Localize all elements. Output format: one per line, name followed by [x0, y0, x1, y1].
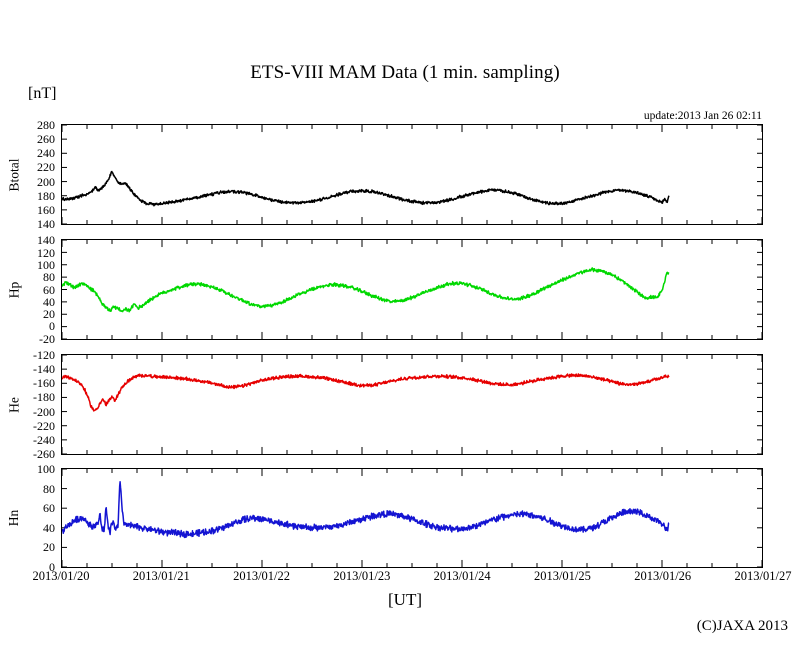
x-tick-label: 2013/01/23: [333, 569, 391, 583]
y-tick-label: 180: [37, 188, 55, 203]
y-tick-labels-he: -260 -240 -220 -200 -180 -160 -140 -120: [19, 349, 55, 459]
y-axis-label-btotal: Btotal: [6, 158, 21, 191]
x-axis-title: [UT]: [388, 590, 422, 609]
copyright-notice: (C)JAXA 2013: [696, 618, 788, 634]
y-tick-label: 0: [49, 319, 55, 334]
x-tick-label: 2013/01/26: [634, 569, 692, 583]
y-tick-label: 140: [37, 216, 55, 231]
y-axis-label-he: He: [6, 396, 21, 413]
y-tick-label: 60: [43, 501, 55, 516]
plot-panel-he: [61, 354, 763, 455]
plot-panel-hn: [61, 468, 763, 568]
y-tick-label: -180: [33, 390, 55, 405]
y-tick-label: 80: [43, 481, 55, 496]
y-tick-label: 120: [37, 245, 55, 260]
y-tick-labels-hn: 0 20 40 60 80 100: [19, 463, 55, 572]
y-axis-label-hn: Hn: [6, 509, 21, 527]
y-tick-label: 60: [43, 282, 55, 297]
data-trace-btotal: [62, 172, 669, 206]
y-tick-label: -260: [33, 446, 55, 461]
x-tick-label: 2013/01/21: [132, 569, 190, 583]
y-tick-label: -120: [33, 348, 55, 363]
y-tick-label: 240: [37, 146, 55, 161]
y-tick-label: -220: [33, 418, 55, 433]
y-tick-label: -240: [33, 432, 55, 447]
y-tick-label: 260: [37, 132, 55, 147]
data-trace-hn: [62, 482, 669, 538]
y-tick-label: 20: [43, 540, 55, 555]
y-tick-label: 40: [43, 294, 55, 309]
y-tick-label: 20: [43, 307, 55, 322]
data-trace-he: [62, 374, 669, 411]
y-tick-label: -160: [33, 376, 55, 391]
y-tick-label: 100: [37, 462, 55, 477]
update-timestamp: update:2013 Jan 26 02:11: [643, 110, 762, 122]
y-tick-label: 40: [43, 520, 55, 535]
y-tick-label: 220: [37, 160, 55, 175]
x-tick-label: 2013/01/27: [734, 569, 792, 583]
y-tick-label: 140: [37, 233, 55, 248]
y-tick-label: 160: [37, 202, 55, 217]
y-tick-label: 100: [37, 257, 55, 272]
y-tick-label: -20: [39, 331, 55, 346]
y-tick-label: 80: [43, 270, 55, 285]
y-tick-label: -200: [33, 404, 55, 419]
x-tick-label: 2013/01/20: [32, 569, 90, 583]
y-tick-label: 0: [49, 559, 55, 574]
plot-panel-btotal: [61, 124, 763, 225]
y-tick-label: -140: [33, 362, 55, 377]
y-tick-label: 280: [37, 118, 55, 133]
y-axis-label-hp: Hp: [6, 281, 21, 298]
y-unit-label: [nT]: [28, 85, 57, 102]
plot-panel-hp: [61, 239, 763, 340]
y-tick-label: 200: [37, 174, 55, 189]
y-tick-labels-hp: -20 0 20 40 60 80 100 120 140: [19, 234, 55, 344]
page-title: ETS-VIII MAM Data (1 min. sampling): [250, 62, 560, 83]
x-tick-label: 2013/01/25: [533, 569, 591, 583]
x-tick-label: 2013/01/24: [433, 569, 491, 583]
x-tick-label: 2013/01/22: [233, 569, 291, 583]
y-tick-labels-btotal: 140 160 180 200 220 240 260 280: [19, 119, 55, 229]
data-trace-hp: [62, 268, 669, 312]
